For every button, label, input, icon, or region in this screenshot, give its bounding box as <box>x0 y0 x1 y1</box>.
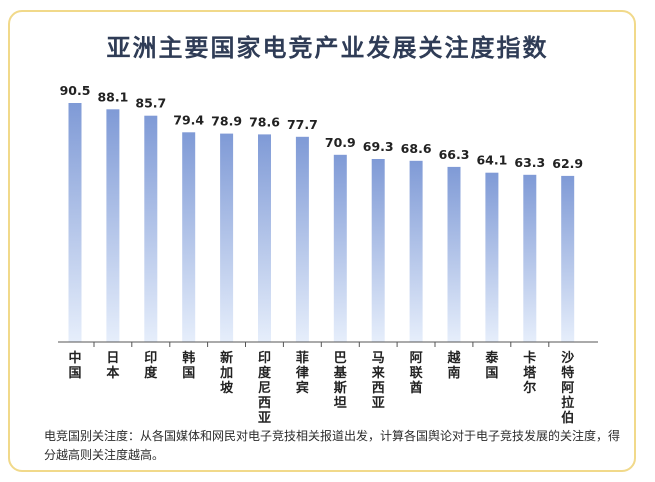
bar-13 <box>561 175 575 342</box>
bars-group <box>68 103 575 342</box>
value-label-4: 78.9 <box>211 114 242 129</box>
category-label-1: 日本 <box>106 351 119 381</box>
value-label-0: 90.5 <box>60 83 91 98</box>
category-label-3: 韩国 <box>182 350 195 381</box>
value-label-1: 88.1 <box>97 89 128 104</box>
bar-10 <box>447 166 461 342</box>
category-label-0: 中国 <box>68 350 81 381</box>
category-label-8: 马来西亚 <box>371 351 386 411</box>
category-label-9: 阿联酋 <box>410 351 423 396</box>
value-label-11: 64.1 <box>476 153 507 168</box>
value-label-5: 78.6 <box>249 114 280 129</box>
category-label-6: 菲律宾 <box>296 350 309 396</box>
value-label-10: 66.3 <box>439 147 470 162</box>
category-label-11: 泰国 <box>484 350 499 381</box>
category-label-4: 新加坡 <box>219 350 234 396</box>
value-label-7: 70.9 <box>325 135 356 150</box>
category-label-5: 印度尼西亚 <box>258 351 272 426</box>
bar-4 <box>220 133 234 342</box>
category-label-7: 巴基斯坦 <box>333 351 348 411</box>
value-label-3: 79.4 <box>173 112 204 127</box>
bar-8 <box>371 159 385 342</box>
x-axis-ticks <box>93 342 550 347</box>
bar-0 <box>68 103 82 342</box>
value-labels: 90.5 88.1 85.7 79.4 78.9 78.6 77.7 70.9 69.3 68.6… <box>60 83 584 171</box>
bar-3 <box>182 132 196 342</box>
value-label-13: 62.9 <box>552 156 583 171</box>
category-label-13: 沙特阿拉伯 <box>561 351 574 426</box>
bar-5 <box>258 134 271 342</box>
bar-7 <box>333 154 347 342</box>
category-label-10: 越南 <box>446 350 461 381</box>
bar-11 <box>485 172 499 342</box>
bar-12 <box>523 174 537 342</box>
value-label-2: 85.7 <box>135 96 166 111</box>
category-label-2: 印度 <box>144 351 158 381</box>
chart-title: 亚洲主要国家电竞产业发展关注度指数 <box>106 34 549 62</box>
value-label-8: 69.3 <box>363 139 394 154</box>
value-label-9: 68.6 <box>401 141 432 156</box>
bar-1 <box>106 109 120 342</box>
bar-6 <box>295 136 309 342</box>
footnote: 电竞国别关注度：从各国媒体和网民对电子竞技相关报道出发，计算各国舆论对于电子竞技… <box>44 429 621 462</box>
bar-2 <box>144 115 158 342</box>
bar-9 <box>409 160 423 342</box>
value-label-6: 77.7 <box>287 117 318 132</box>
value-label-12: 63.3 <box>514 155 545 170</box>
category-label-12: 卡塔尔 <box>523 350 537 396</box>
